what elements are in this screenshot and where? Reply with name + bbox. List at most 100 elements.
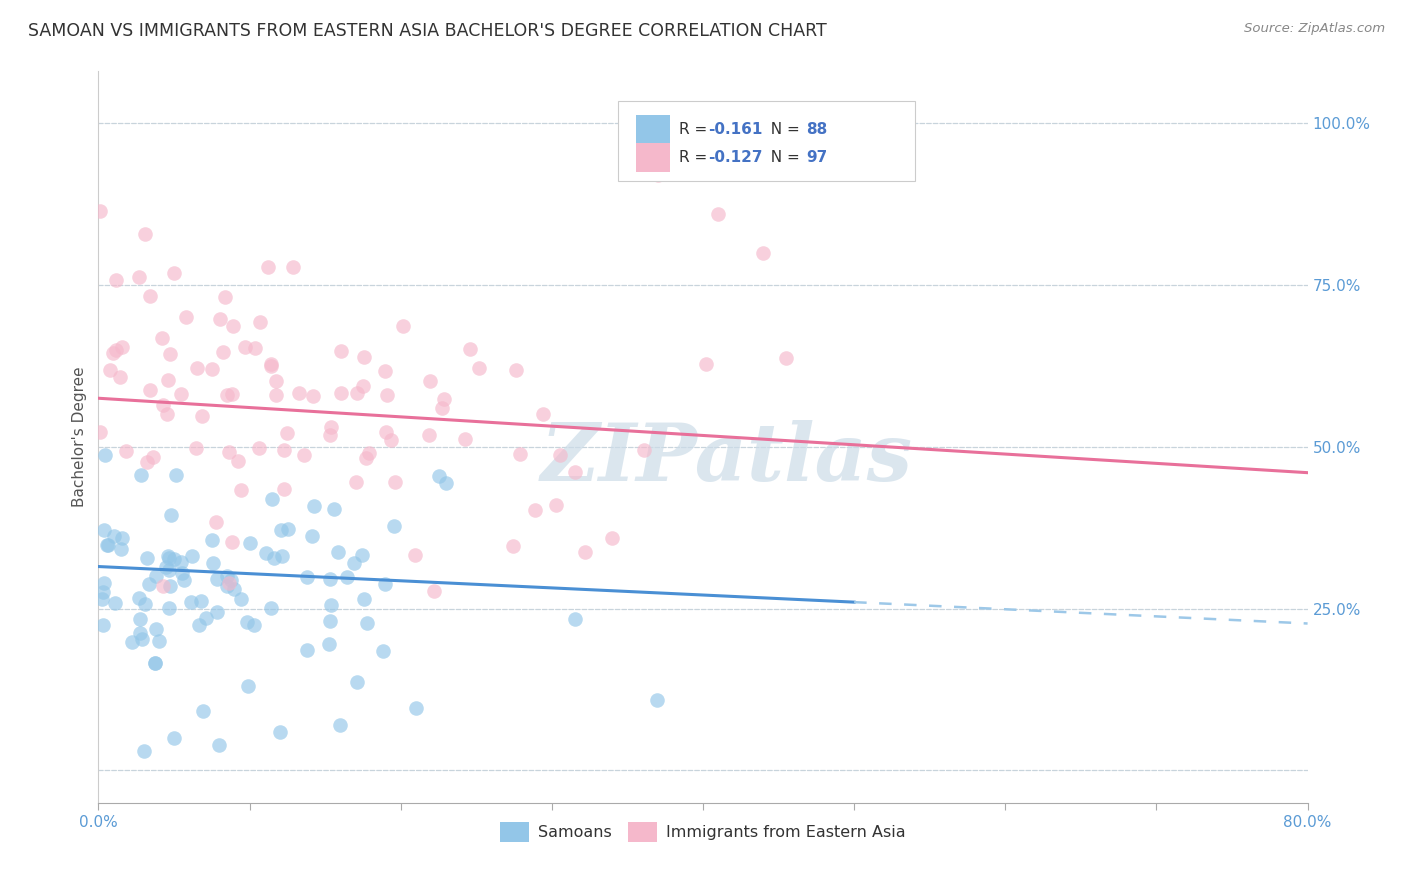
Point <box>276 425 298 440</box>
Point <box>150 331 173 345</box>
Point <box>98 363 121 377</box>
Point <box>110 542 132 557</box>
Point <box>509 447 531 461</box>
Point <box>326 544 349 558</box>
Point <box>336 570 359 584</box>
Point <box>427 469 450 483</box>
Point <box>155 559 177 574</box>
FancyBboxPatch shape <box>637 143 671 172</box>
Point <box>266 374 288 388</box>
Point <box>353 350 375 364</box>
Point <box>132 744 155 758</box>
Point <box>239 535 262 549</box>
Point <box>157 601 180 615</box>
Point <box>273 443 295 458</box>
Point <box>145 622 167 636</box>
Point <box>505 362 527 376</box>
Point <box>218 576 240 591</box>
Point <box>134 598 156 612</box>
Point <box>226 453 249 467</box>
Text: Source: ZipAtlas.com: Source: ZipAtlas.com <box>1244 22 1385 36</box>
Point <box>156 372 179 386</box>
Point <box>156 407 179 421</box>
Point <box>201 533 224 547</box>
Y-axis label: Bachelor's Degree: Bachelor's Degree <box>72 367 87 508</box>
Point <box>243 617 266 632</box>
Point <box>322 502 344 516</box>
Point <box>295 570 318 584</box>
Point <box>121 635 143 649</box>
Point <box>352 379 374 393</box>
Point <box>254 546 277 560</box>
Point <box>159 347 181 361</box>
Point <box>633 442 655 457</box>
FancyBboxPatch shape <box>637 115 671 145</box>
Point <box>260 357 283 371</box>
Point <box>319 614 342 628</box>
Point <box>208 738 231 752</box>
Point <box>129 612 152 626</box>
Point <box>159 579 181 593</box>
Point <box>264 388 287 402</box>
Point <box>319 573 342 587</box>
Point <box>145 569 167 583</box>
Point <box>319 598 342 612</box>
Point <box>433 392 456 406</box>
Point <box>111 340 134 354</box>
Point <box>186 360 208 375</box>
Point <box>404 548 426 562</box>
Point <box>156 549 179 563</box>
Point <box>139 289 162 303</box>
Point <box>157 550 180 565</box>
Point <box>271 549 294 563</box>
Point <box>231 591 253 606</box>
Text: -0.161: -0.161 <box>707 122 762 137</box>
Point <box>458 342 481 356</box>
Point <box>129 468 152 483</box>
Point <box>97 538 120 552</box>
Point <box>235 615 257 629</box>
Point <box>115 444 138 458</box>
Point <box>163 266 186 280</box>
Point <box>468 360 491 375</box>
Point <box>422 584 444 599</box>
Point <box>194 611 217 625</box>
Text: N =: N = <box>761 150 804 165</box>
Point <box>224 582 246 596</box>
Point <box>233 340 256 354</box>
Text: R =: R = <box>679 122 711 137</box>
Point <box>392 318 415 333</box>
Point <box>180 595 202 609</box>
Point <box>434 476 457 491</box>
Point <box>217 579 239 593</box>
Point <box>89 204 111 219</box>
Point <box>354 450 377 465</box>
Point <box>174 310 197 325</box>
Point <box>202 556 225 570</box>
Point <box>375 388 398 402</box>
Point <box>96 538 118 552</box>
Point <box>695 358 717 372</box>
Point <box>373 364 395 378</box>
Point <box>524 503 547 517</box>
Point <box>104 596 127 610</box>
Point <box>131 632 153 646</box>
Point <box>212 345 235 359</box>
Point <box>330 385 353 400</box>
Point <box>344 475 367 490</box>
Point <box>419 374 441 388</box>
Point <box>373 644 395 658</box>
Point <box>152 398 174 412</box>
Point <box>405 701 427 715</box>
Point <box>350 548 373 562</box>
Point <box>374 576 396 591</box>
Text: 97: 97 <box>806 150 827 165</box>
Point <box>357 445 380 459</box>
Point <box>221 535 243 549</box>
Point <box>152 579 174 593</box>
Point <box>207 572 229 586</box>
Point <box>136 550 159 565</box>
Point <box>191 409 214 423</box>
Point <box>105 343 128 358</box>
Point <box>163 551 186 566</box>
